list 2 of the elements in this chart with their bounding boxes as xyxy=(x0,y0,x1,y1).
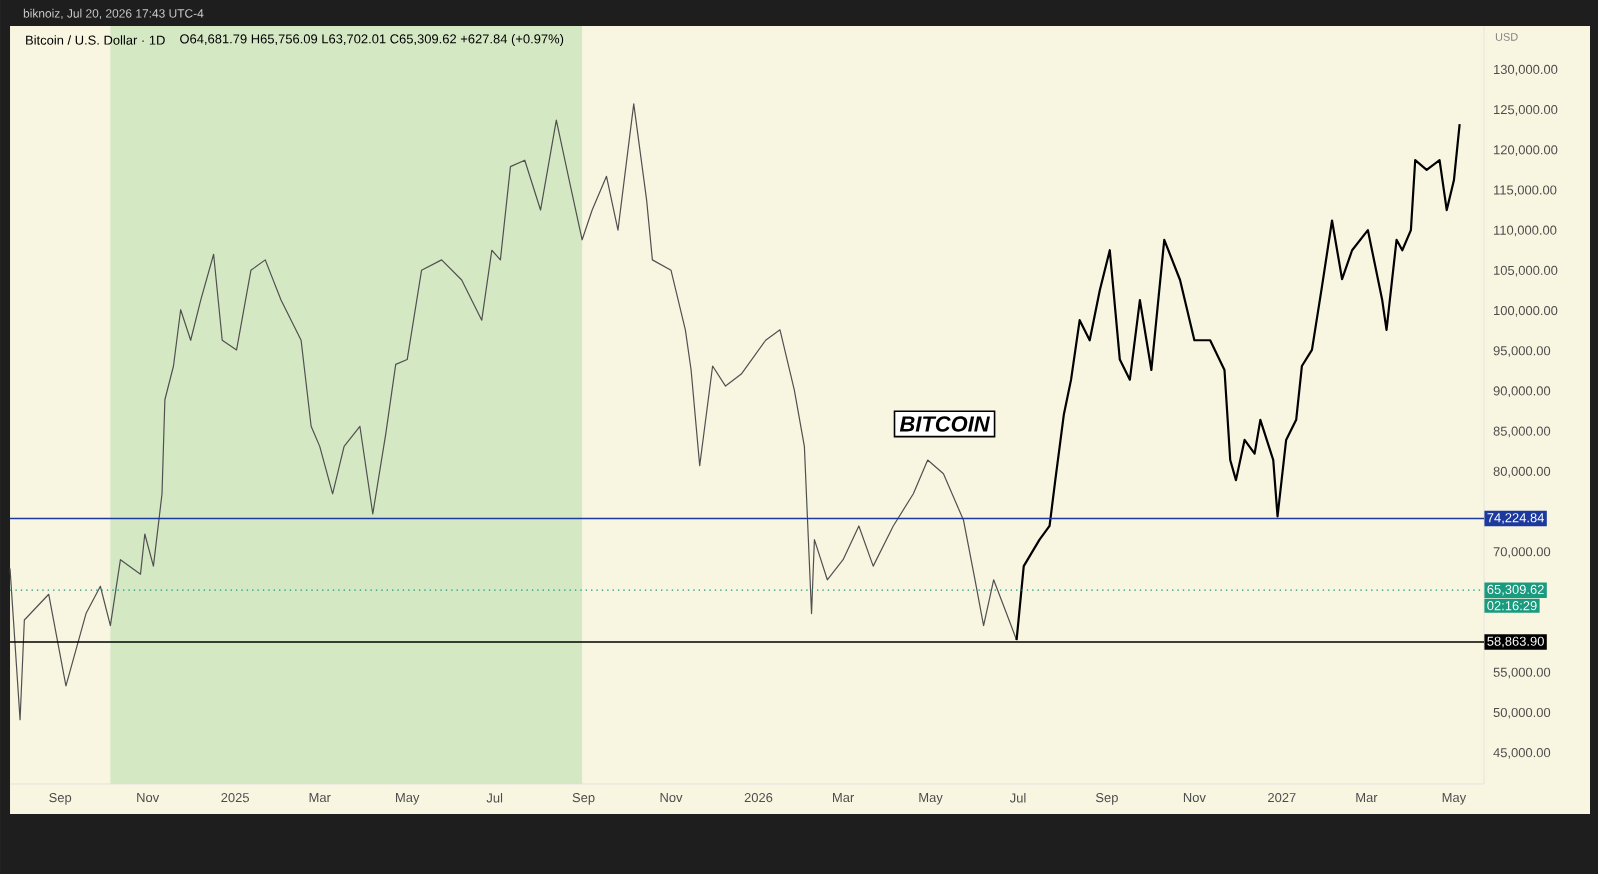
line-series xyxy=(9,103,1018,721)
annotation: BITCOIN xyxy=(899,416,990,432)
